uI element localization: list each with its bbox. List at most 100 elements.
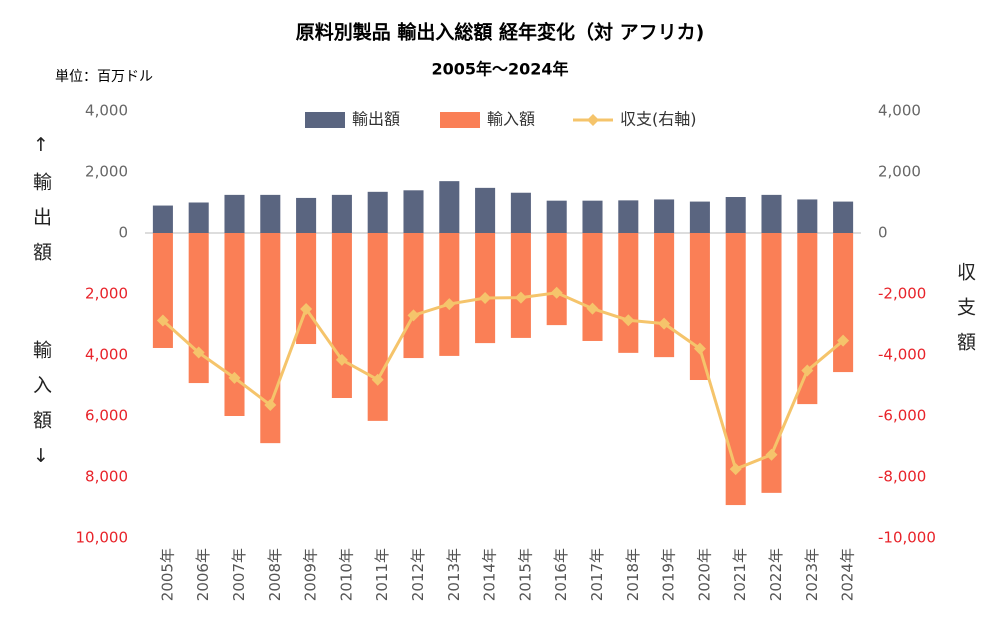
bar bbox=[260, 194, 281, 233]
bar bbox=[582, 200, 603, 233]
balance-marker bbox=[729, 463, 742, 476]
unit-label: 単位：百万ドル bbox=[55, 69, 153, 85]
balance-marker bbox=[443, 298, 456, 311]
bar bbox=[367, 233, 388, 421]
y2-axis-label: 収支額 bbox=[954, 262, 976, 367]
balance-marker bbox=[228, 371, 241, 384]
legend-label: 輸入額 bbox=[487, 110, 535, 129]
bar bbox=[188, 233, 209, 384]
bar bbox=[331, 194, 352, 233]
bar bbox=[833, 201, 854, 233]
x-tick-label: 2007年 bbox=[230, 548, 248, 601]
balance-marker bbox=[371, 373, 384, 386]
bar bbox=[331, 233, 352, 399]
chart-subtitle: 2005年～2024年 bbox=[431, 60, 568, 79]
x-tick-label: 2012年 bbox=[409, 548, 427, 601]
y-tick-label: 10,000 bbox=[76, 529, 129, 547]
balance-marker bbox=[514, 291, 527, 304]
bar bbox=[725, 197, 746, 233]
bar bbox=[761, 194, 782, 233]
y2-tick-label: 4,000 bbox=[878, 102, 921, 120]
legend-label: 輸出額 bbox=[352, 110, 400, 129]
bar bbox=[367, 191, 388, 233]
x-tick-label: 2015年 bbox=[516, 548, 534, 601]
y-tick-label: 2,000 bbox=[85, 285, 128, 303]
bar bbox=[689, 201, 710, 233]
y2-tick-label: -10,000 bbox=[878, 529, 936, 547]
bar bbox=[260, 233, 281, 444]
bar bbox=[618, 200, 639, 233]
balance-marker bbox=[801, 364, 814, 377]
legend-swatch bbox=[440, 112, 480, 128]
x-tick-label: 2023年 bbox=[803, 548, 821, 601]
bar bbox=[510, 233, 531, 338]
bar bbox=[618, 233, 639, 353]
y-tick-label: 0 bbox=[118, 224, 128, 242]
x-tick-label: 2021年 bbox=[731, 548, 749, 601]
balance-marker bbox=[693, 342, 706, 355]
balance-marker bbox=[765, 448, 778, 461]
y2-tick-label: -2,000 bbox=[878, 285, 926, 303]
y-tick-label: 6,000 bbox=[85, 407, 128, 425]
y-tick-label: 2,000 bbox=[85, 163, 128, 181]
balance-marker bbox=[622, 314, 635, 327]
bar bbox=[833, 233, 854, 373]
x-tick-label: 2008年 bbox=[266, 548, 284, 601]
bar bbox=[725, 233, 746, 506]
bar bbox=[224, 194, 245, 233]
bar bbox=[797, 233, 818, 405]
bar bbox=[582, 233, 603, 341]
x-tick-label: 2024年 bbox=[839, 548, 857, 601]
bar bbox=[797, 199, 818, 233]
bar bbox=[188, 202, 209, 233]
x-tick-label: 2014年 bbox=[481, 548, 499, 601]
bar bbox=[439, 181, 460, 233]
balance-line bbox=[161, 291, 845, 472]
x-tick-label: 2006年 bbox=[194, 548, 212, 601]
bar bbox=[224, 233, 245, 416]
y-tick-label: 4,000 bbox=[85, 346, 128, 364]
x-tick-label: 2013年 bbox=[445, 548, 463, 601]
bar bbox=[761, 233, 782, 493]
balance-marker bbox=[156, 314, 169, 327]
balance-marker bbox=[335, 353, 348, 366]
legend-label: 収支(右軸) bbox=[620, 110, 697, 129]
balance-marker bbox=[658, 317, 671, 330]
bar bbox=[654, 199, 675, 233]
y2-tick-label: -4,000 bbox=[878, 346, 926, 364]
y-axis-label-top: ↑輸出額 bbox=[30, 134, 52, 277]
bar bbox=[654, 233, 675, 358]
x-tick-label: 2011年 bbox=[373, 548, 391, 601]
bar bbox=[296, 197, 317, 233]
y-tick-label: 8,000 bbox=[85, 468, 128, 486]
y-axis-label-bottom: 輸入額↓ bbox=[30, 340, 52, 483]
balance-marker bbox=[479, 291, 492, 304]
bar bbox=[475, 233, 496, 344]
y2-tick-label: 0 bbox=[878, 224, 888, 242]
x-tick-label: 2017年 bbox=[588, 548, 606, 601]
balance-marker bbox=[300, 302, 313, 315]
y-tick-label: 4,000 bbox=[85, 102, 128, 120]
y2-tick-label: -6,000 bbox=[878, 407, 926, 425]
x-tick-label: 2020年 bbox=[695, 548, 713, 601]
bar bbox=[152, 233, 173, 348]
balance-marker bbox=[586, 302, 599, 315]
chart-title: 原料別製品 輸出入総額 経年変化（対 アフリカ) bbox=[296, 21, 705, 44]
y2-tick-label: -8,000 bbox=[878, 468, 926, 486]
bar bbox=[439, 233, 460, 356]
balance-marker bbox=[407, 309, 420, 322]
x-tick-label: 2019年 bbox=[660, 548, 678, 601]
x-tick-label: 2009年 bbox=[302, 548, 320, 601]
bar bbox=[403, 233, 424, 359]
bar bbox=[152, 205, 173, 233]
y2-tick-label: 2,000 bbox=[878, 163, 921, 181]
balance-marker bbox=[837, 334, 850, 347]
x-tick-label: 2010年 bbox=[337, 548, 355, 601]
bar bbox=[546, 200, 567, 233]
x-tick-label: 2016年 bbox=[552, 548, 570, 601]
bar bbox=[546, 233, 567, 326]
x-tick-label: 2018年 bbox=[624, 548, 642, 601]
balance-marker bbox=[192, 346, 205, 359]
